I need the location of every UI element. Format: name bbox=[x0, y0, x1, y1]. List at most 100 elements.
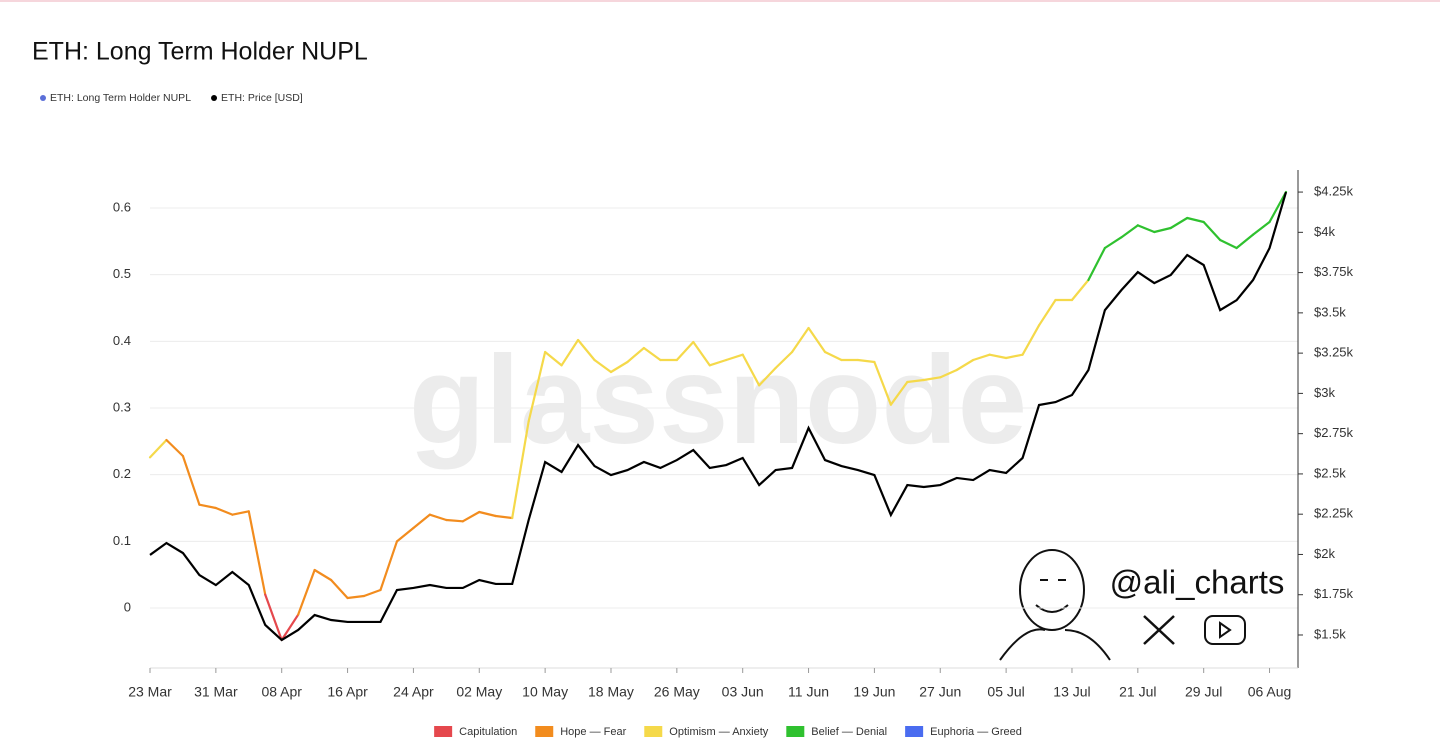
nupl-segment bbox=[1070, 278, 1090, 302]
nupl-segment bbox=[1235, 233, 1255, 250]
nupl-segment bbox=[181, 454, 201, 506]
zone-legend-item: Hope — Fear bbox=[535, 726, 627, 738]
zone-swatch bbox=[434, 726, 453, 737]
zone-legend-item: Capitulation bbox=[434, 726, 517, 738]
nupl-segment bbox=[264, 593, 283, 642]
x-tick-label: 21 Jul bbox=[1119, 684, 1156, 700]
nupl-segment bbox=[725, 353, 744, 362]
nupl-segment bbox=[889, 380, 909, 406]
nupl-segment bbox=[609, 360, 629, 374]
nupl-segment bbox=[297, 568, 316, 616]
y2-tick-label: $2k bbox=[1314, 546, 1335, 561]
nupl-segment bbox=[494, 514, 514, 520]
nupl-segment bbox=[313, 568, 333, 582]
zone-legend-item: Euphoria — Greed bbox=[905, 726, 1022, 738]
x-tick-label: 08 Apr bbox=[261, 684, 302, 700]
legend-marker bbox=[211, 95, 218, 101]
zone-swatch bbox=[786, 726, 805, 737]
nupl-segment bbox=[1021, 324, 1041, 356]
nupl-segment bbox=[527, 350, 547, 423]
zone-swatch bbox=[535, 726, 554, 737]
nupl-segment bbox=[362, 588, 382, 598]
nupl-segment bbox=[1251, 220, 1271, 236]
zone-label: Optimism — Anxiety bbox=[669, 726, 769, 738]
zone-label: Capitulation bbox=[459, 726, 517, 738]
y2-tick-label: $3.25k bbox=[1314, 345, 1354, 360]
credit-face bbox=[999, 549, 1111, 661]
y2-tick-label: $4.25k bbox=[1314, 184, 1354, 199]
nupl-segment bbox=[478, 510, 497, 518]
nupl-segment bbox=[1202, 220, 1222, 242]
nupl-segment bbox=[214, 506, 234, 516]
y-tick-label: 0.6 bbox=[113, 199, 131, 214]
top-border bbox=[0, 0, 1440, 2]
nupl-segment bbox=[280, 613, 300, 642]
nupl-segment bbox=[428, 513, 448, 522]
y2-tick-label: $2.5k bbox=[1314, 465, 1346, 480]
x-tick-label: 31 Mar bbox=[194, 684, 238, 700]
nupl-segment bbox=[412, 513, 431, 530]
x-tick-label: 19 Jun bbox=[853, 684, 895, 700]
zone-swatch bbox=[905, 726, 924, 737]
x-tick-label: 11 Jun bbox=[788, 684, 829, 700]
nupl-segment bbox=[1219, 238, 1238, 250]
x-tick-label: 24 Apr bbox=[393, 684, 434, 700]
price-line bbox=[149, 191, 1288, 642]
x-tick-label: 10 May bbox=[522, 684, 568, 700]
nupl-segment bbox=[741, 353, 761, 387]
nupl-segment bbox=[758, 366, 777, 387]
nupl-segment bbox=[642, 346, 662, 362]
y2-tick-label: $3.5k bbox=[1314, 304, 1346, 319]
nupl-segment bbox=[692, 340, 711, 367]
nupl-segment bbox=[346, 594, 366, 600]
nupl-segment bbox=[1103, 236, 1123, 250]
nupl-segment bbox=[395, 526, 415, 543]
nupl-segment bbox=[1136, 224, 1156, 234]
nupl-segment bbox=[906, 378, 925, 384]
nupl-segment bbox=[807, 326, 827, 354]
nupl-segment bbox=[1037, 298, 1057, 327]
x-tick-label: 02 May bbox=[456, 684, 502, 700]
y2-tick-label: $4k bbox=[1314, 224, 1335, 239]
zone-label: Belief — Denial bbox=[811, 726, 887, 738]
y-tick-label: 0.5 bbox=[113, 266, 131, 281]
x-tick-label: 18 May bbox=[588, 684, 634, 700]
nupl-segment bbox=[1005, 353, 1024, 360]
nupl-segment bbox=[922, 376, 942, 382]
y2-tick-label: $3k bbox=[1314, 385, 1335, 400]
nupl-segment bbox=[330, 578, 349, 600]
nupl-segment bbox=[165, 438, 185, 458]
y-tick-label: 0.3 bbox=[113, 399, 131, 414]
nupl-segment bbox=[1268, 190, 1288, 224]
x-tick-label: 05 Jul bbox=[987, 684, 1024, 700]
x-tick-label: 23 Mar bbox=[128, 684, 172, 700]
nupl-segment bbox=[560, 338, 580, 367]
nupl-segment bbox=[148, 438, 168, 459]
nupl-segment bbox=[593, 358, 613, 374]
nupl-segment bbox=[988, 353, 1008, 360]
y-tick-label: 0.1 bbox=[113, 533, 131, 548]
watermark: glassnode bbox=[409, 331, 1027, 470]
nupl-segment bbox=[511, 420, 530, 520]
zone-label: Euphoria — Greed bbox=[930, 726, 1022, 738]
y-tick-label: 0 bbox=[124, 599, 131, 614]
nupl-segment bbox=[626, 346, 646, 364]
x-tick-label: 13 Jul bbox=[1053, 684, 1090, 700]
nupl-segment bbox=[576, 338, 596, 362]
youtube-icon bbox=[1204, 615, 1246, 645]
nupl-segment bbox=[774, 350, 794, 370]
x-tick-label: 27 Jun bbox=[919, 684, 961, 700]
y2-tick-label: $1.75k bbox=[1314, 586, 1354, 601]
nupl-segment bbox=[1169, 216, 1189, 230]
nupl-segment bbox=[1153, 226, 1172, 234]
nupl-segment bbox=[708, 358, 728, 367]
zone-label: Hope — Fear bbox=[560, 726, 626, 738]
legend-label: ETH: Price [USD] bbox=[221, 92, 303, 104]
y2-tick-label: $3.75k bbox=[1314, 264, 1354, 279]
y2-tick-label: $2.75k bbox=[1314, 425, 1354, 440]
nupl-segment bbox=[544, 350, 563, 367]
nupl-segment bbox=[823, 350, 843, 362]
nupl-segment bbox=[461, 510, 481, 523]
